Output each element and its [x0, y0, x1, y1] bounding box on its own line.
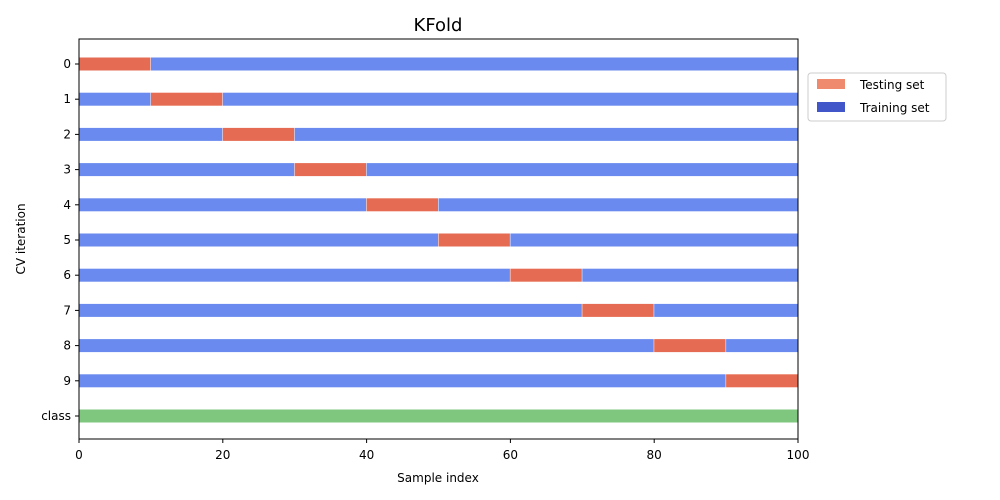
y-tick-label: 2 [63, 127, 71, 141]
plot-frame [78, 38, 799, 440]
x-tick-label: 20 [215, 448, 230, 462]
legend-swatch-0 [817, 79, 845, 89]
x-tick-label: 80 [647, 448, 662, 462]
y-tick-label: 1 [63, 92, 71, 106]
bar-train-row-8-seg-0 [79, 339, 654, 353]
x-tick-label: 100 [787, 448, 810, 462]
bar-train-row-6-seg-2 [582, 268, 798, 282]
legend: Testing set Training set [807, 72, 947, 122]
bar-train-row-8-seg-2 [726, 339, 798, 353]
y-axis-label: CV iteration [14, 203, 28, 274]
bar-train-row-5-seg-2 [510, 233, 798, 247]
bar-train-row-6-seg-0 [79, 268, 510, 282]
y-tick-label: 4 [63, 198, 71, 212]
y-tick-label: 3 [63, 163, 71, 177]
bar-test-row-8-seg-1 [654, 339, 726, 353]
bar-train-row-7-seg-2 [654, 303, 798, 317]
x-tick-label: 40 [359, 448, 374, 462]
y-tick-label: 8 [63, 339, 71, 353]
x-axis: 0 20 40 60 80 100 [75, 439, 809, 462]
bar-train-row-1-seg-2 [222, 92, 798, 106]
bar-test-row-6-seg-1 [510, 268, 582, 282]
bar-train-row-4-seg-0 [79, 198, 367, 212]
bar-test-row-4-seg-1 [366, 198, 438, 212]
bar-test-row-1-seg-1 [150, 92, 223, 106]
bar-train-row-3-seg-2 [366, 163, 798, 177]
y-tick-label: 6 [63, 268, 71, 282]
legend-label-1: Training set [859, 101, 930, 115]
x-axis-label: Sample index [397, 471, 479, 485]
bar-train-row-3-seg-0 [79, 163, 295, 177]
bar-train-row-2-seg-0 [79, 127, 223, 141]
legend-label-0: Testing set [859, 78, 925, 92]
y-tick-label: 5 [63, 233, 71, 247]
y-tick-label: 0 [63, 57, 71, 71]
bar-test-row-5-seg-1 [438, 233, 510, 247]
chart-title: KFold [414, 15, 463, 36]
y-tick-label: class [41, 409, 71, 423]
bar-train-row-7-seg-0 [79, 303, 582, 317]
bar-test-row-7-seg-1 [582, 303, 654, 317]
bar-train-row-0-seg-1 [150, 57, 798, 71]
bar-train-row-9-seg-0 [79, 374, 726, 388]
x-tick-label: 0 [75, 448, 83, 462]
bar-test-row-0-seg-0 [79, 57, 151, 71]
bar-test-row-3-seg-1 [294, 163, 367, 177]
y-tick-label: 9 [63, 374, 71, 388]
bar-train-row-2-seg-2 [294, 127, 798, 141]
bar-train-row-5-seg-0 [79, 233, 438, 247]
bar-train-row-4-seg-2 [438, 198, 798, 212]
y-tick-label: 7 [63, 303, 71, 317]
bar-class [79, 409, 798, 423]
bar-test-row-9-seg-1 [726, 374, 798, 388]
x-tick-label: 60 [503, 448, 518, 462]
bar-train-row-1-seg-0 [79, 92, 151, 106]
legend-swatch-1 [817, 102, 845, 112]
y-axis: 0 1 2 3 4 5 6 7 8 9 class [41, 57, 79, 423]
plot-area [79, 57, 798, 423]
bar-test-row-2-seg-1 [222, 127, 295, 141]
